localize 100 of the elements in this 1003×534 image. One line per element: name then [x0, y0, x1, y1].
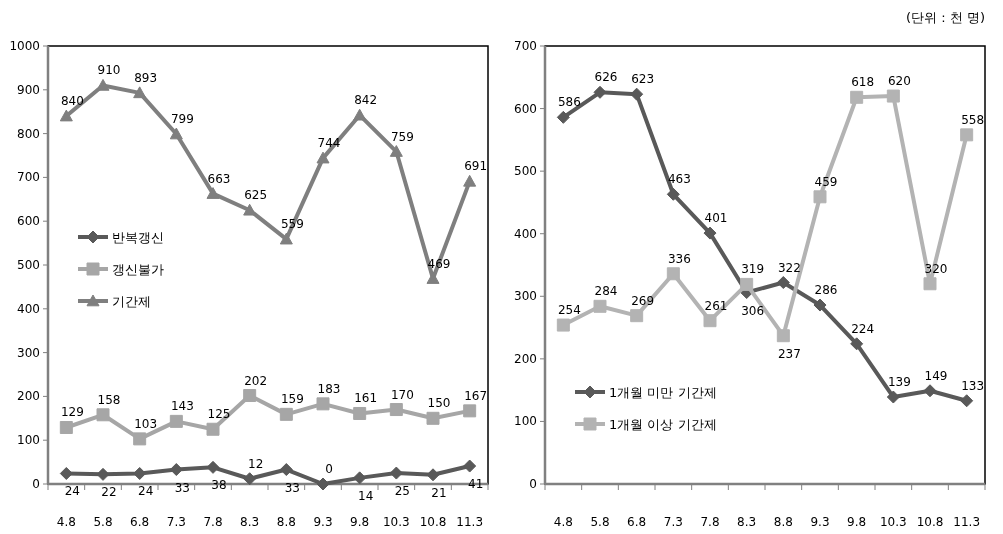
data-label: 159	[280, 392, 304, 407]
y-tick-label: 300	[17, 345, 40, 360]
point	[133, 86, 147, 99]
x-tick-label: 7.8	[203, 515, 223, 529]
data-label: 322	[777, 260, 801, 275]
y-tick-label: 700	[17, 170, 40, 185]
point	[813, 298, 827, 312]
x-tick-label: 7.3	[663, 515, 683, 529]
data-label: 625	[244, 188, 268, 203]
y-tick-label: 400	[514, 226, 537, 241]
x-tick-label: 8.8	[773, 515, 793, 529]
point	[206, 460, 220, 474]
x-tick-label: 5.8	[590, 515, 610, 529]
point	[666, 267, 680, 281]
y-tick-label: 800	[17, 126, 40, 141]
y-tick-label: 0	[529, 477, 537, 491]
point	[850, 90, 864, 104]
x-tick-label: 8.8	[276, 515, 296, 529]
point	[206, 422, 220, 436]
data-label: 103	[134, 416, 158, 431]
data-label: 286	[814, 283, 838, 298]
x-tick-label: 8.3	[240, 515, 260, 529]
x-tick-label: 9.3	[810, 515, 830, 529]
point	[353, 471, 367, 485]
data-label: 224	[851, 321, 875, 336]
point	[169, 463, 183, 477]
data-label: 620	[887, 74, 911, 89]
point	[630, 87, 644, 101]
point	[703, 314, 717, 328]
y-tick-label: 200	[514, 351, 537, 366]
y-tick-label: 1000	[9, 39, 40, 53]
point	[923, 384, 937, 398]
data-label: 12	[248, 456, 264, 471]
data-label: 133	[961, 378, 985, 393]
data-label: 319	[741, 262, 765, 277]
y-tick-label: 400	[17, 301, 40, 316]
data-label: 24	[138, 484, 154, 499]
data-label: 691	[464, 159, 488, 174]
point	[850, 337, 864, 351]
point	[316, 397, 330, 411]
point	[169, 414, 183, 428]
legend-label: 기간제	[112, 294, 151, 309]
point	[813, 190, 827, 204]
point	[703, 226, 717, 240]
point	[59, 421, 73, 434]
point	[960, 128, 974, 142]
data-label: 261	[704, 298, 728, 313]
point	[316, 151, 330, 164]
y-tick-label: 100	[17, 433, 40, 448]
data-label: 284	[594, 284, 618, 299]
legend-label: 1개월 이상 기간제	[609, 417, 717, 432]
y-tick-label: 100	[514, 414, 537, 429]
x-tick-label: 7.8	[700, 515, 720, 529]
data-label: 149	[924, 368, 948, 383]
x-tick-label: 7.3	[166, 515, 186, 529]
point	[630, 309, 644, 323]
data-label: 663	[207, 171, 231, 186]
text: (단위 : 천 명)	[906, 10, 985, 25]
point	[740, 277, 754, 291]
data-label: 139	[887, 375, 911, 390]
data-label: 161	[354, 391, 378, 406]
x-tick-label: 4.8	[56, 515, 76, 529]
legend-label: 갱신불가	[112, 262, 164, 277]
data-label: 336	[667, 251, 691, 266]
data-label: 22	[101, 485, 117, 500]
legend-label: 1개월 미만 기간제	[609, 385, 717, 400]
point	[886, 390, 900, 404]
point	[556, 110, 570, 124]
data-label: 254	[557, 303, 581, 318]
data-label: 183	[317, 381, 341, 396]
data-label: 25	[394, 484, 410, 499]
data-label: 158	[97, 392, 121, 407]
x-tick-label: 5.8	[93, 515, 113, 529]
x-tick-label: 6.8	[130, 515, 150, 529]
point	[316, 477, 330, 491]
data-label: 143	[170, 399, 194, 414]
x-tick-label: 10.3	[879, 515, 907, 529]
data-label: 237	[777, 346, 801, 361]
point	[389, 466, 403, 480]
data-label: 459	[814, 174, 838, 189]
legend-label: 반복갱신	[112, 230, 164, 245]
data-label: 24	[64, 484, 80, 499]
data-label: 744	[317, 136, 341, 151]
data-label: 0	[325, 462, 333, 476]
point	[59, 466, 73, 480]
point	[96, 78, 110, 91]
point	[243, 472, 257, 486]
x-tick-label: 9.3	[313, 515, 333, 529]
y-tick-label: 500	[514, 164, 537, 179]
point	[666, 187, 680, 201]
x-tick-label: 4.8	[553, 515, 573, 529]
point	[389, 145, 403, 157]
point	[426, 468, 440, 482]
point	[426, 411, 440, 425]
y-tick-label: 200	[17, 389, 40, 404]
point	[556, 318, 570, 332]
point	[776, 276, 790, 290]
x-tick-label: 11.3	[456, 515, 484, 529]
y-tick-label: 600	[514, 101, 537, 116]
point	[776, 329, 790, 343]
